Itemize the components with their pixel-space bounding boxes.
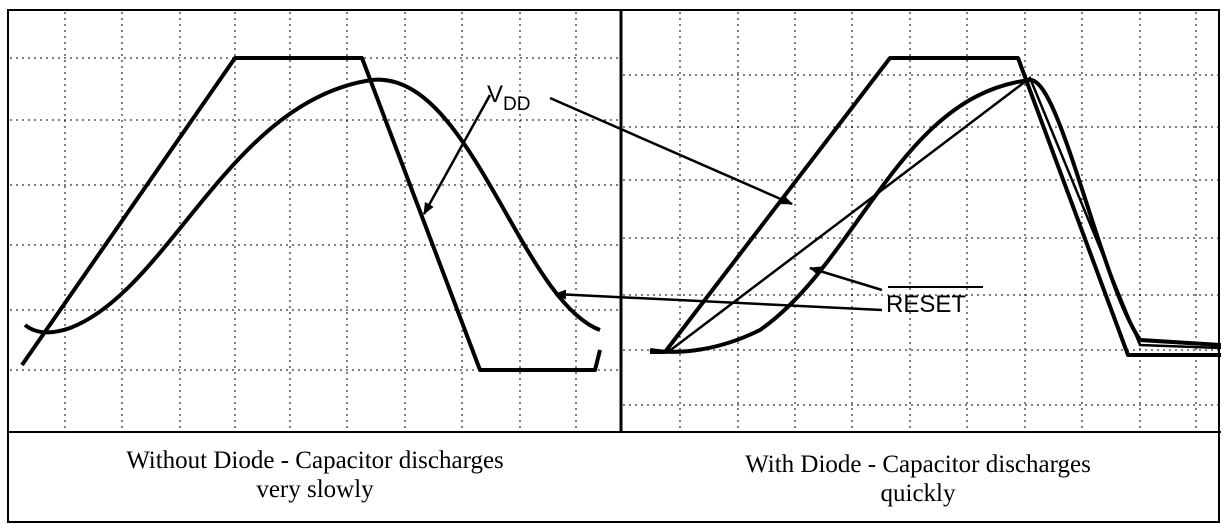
vdd-main: V: [487, 81, 503, 108]
reset-trace: [23, 77, 601, 335]
caption: very slowly: [256, 476, 374, 503]
vdd-sub: DD: [503, 94, 530, 115]
grid-right: [623, 12, 1219, 430]
arrow: [549, 96, 793, 206]
reset-trace: [649, 77, 1221, 354]
frame: [7, 9, 1220, 523]
arrow: [809, 266, 883, 292]
vdd-trace-2: [667, 76, 1221, 353]
vdd-label: VDD: [487, 81, 530, 115]
arrow: [422, 94, 492, 215]
caption: quickly: [881, 480, 956, 507]
grid-left: [10, 12, 619, 430]
arrow: [554, 289, 883, 312]
caption: Without Diode - Capacitor discharges: [126, 447, 504, 474]
vdd-trace: [20, 56, 602, 372]
reset-label: RESET: [886, 291, 966, 318]
caption: With Diode - Capacitor discharges: [745, 451, 1091, 478]
